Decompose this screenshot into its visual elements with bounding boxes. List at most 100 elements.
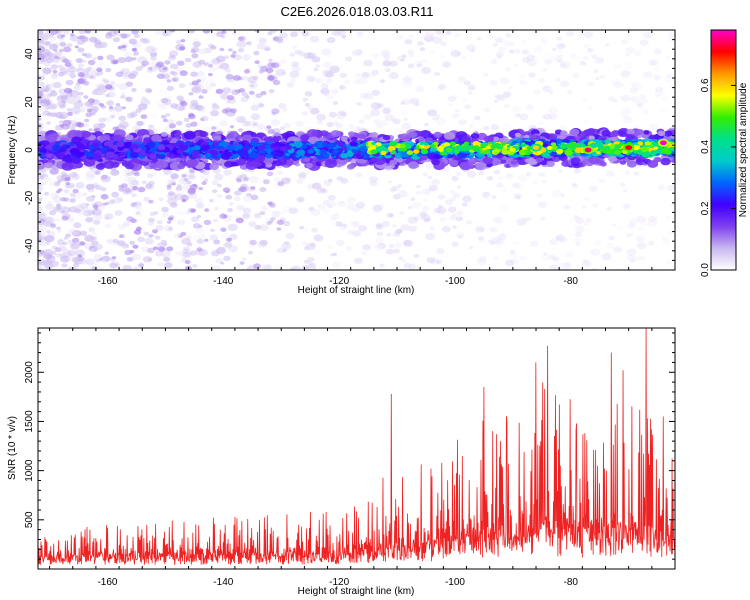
spectrogram-cell (125, 96, 133, 102)
spectrogram-cell (346, 196, 357, 204)
spectrogram-cell (626, 248, 637, 256)
spectrogram-cell (60, 206, 71, 214)
spectrogram-cell (587, 106, 593, 111)
spectrogram-cell (633, 171, 640, 176)
spectrogram-cell (57, 188, 63, 192)
spectrogram-cell (155, 224, 164, 231)
spectrogram-cell (625, 53, 631, 57)
spectrogram-cell (90, 248, 96, 252)
spectrogram-cell (164, 30, 173, 37)
spectrogram-cell (198, 187, 203, 191)
spectrogram-cell (399, 109, 409, 116)
spectrogram-cell (653, 48, 662, 55)
spectrogram-cell (388, 60, 398, 67)
spectrogram-cell (453, 32, 461, 38)
spectrogram-cell (67, 111, 73, 116)
spectrogram-cell (574, 231, 583, 238)
spectrogram-cell (316, 114, 326, 121)
spectrogram-cell (112, 256, 117, 260)
spectrogram-cell (39, 218, 46, 223)
spectrogram-cell (49, 103, 58, 110)
spectrogram-cell (141, 180, 147, 185)
spectrogram-cell (79, 35, 86, 39)
spectrogram-cell (389, 116, 397, 122)
spectrogram-cell (96, 83, 105, 90)
spectrogram-cell (496, 182, 504, 188)
spectrogram-cell (601, 129, 611, 137)
spectrogram-cell (526, 104, 534, 111)
spectrogram-cell (435, 30, 445, 35)
spectrogram-cell (153, 211, 159, 215)
spectrogram-cell (633, 49, 643, 57)
spectrogram-cell (299, 225, 305, 230)
spectrogram-cell (475, 226, 485, 233)
spectrogram-cell (225, 73, 234, 80)
spectrogram-cell (188, 174, 196, 180)
spectrogram-cell (191, 86, 202, 94)
spectrogram-cell (88, 59, 96, 66)
spectrogram-cell (106, 54, 115, 61)
spectrogram-cell (254, 212, 261, 218)
spectrogram-cell (95, 61, 107, 70)
spectrogram-cell (478, 133, 486, 139)
spectrogram-cell (149, 211, 156, 216)
spectrogram-cell (51, 89, 56, 94)
spectrogram-cell (166, 184, 172, 188)
spectrogram-cell (357, 77, 368, 85)
spectrogram-cell (379, 267, 386, 270)
spectrogram-cell (667, 36, 675, 42)
spectrogram-cell (38, 234, 43, 239)
spectrogram-cell (52, 72, 58, 77)
spectrogram-cell (259, 187, 267, 192)
spectrogram-cell (38, 240, 44, 244)
spectrogram-cell (498, 176, 504, 180)
spectrogram-cell (216, 194, 223, 198)
spectrogram-cell (513, 193, 523, 200)
spectrogram-cell (191, 46, 200, 53)
spectrogram-cell (57, 229, 62, 233)
spectrogram-cell (52, 81, 62, 89)
spectrogram-cell (208, 72, 213, 77)
spectrogram-cell (667, 230, 673, 235)
spectrogram-cell (385, 248, 394, 255)
spectrogram-cell (92, 57, 97, 61)
spectrogram-cell (532, 180, 539, 185)
spectrogram-cell (418, 136, 424, 141)
spectrogram-cell (63, 258, 69, 263)
spectrogram-cell (490, 124, 500, 131)
spectrogram-cell (145, 183, 153, 189)
spectrogram-cell (357, 102, 362, 106)
spectrogram-cell (211, 126, 217, 130)
spectrogram-cell (500, 204, 509, 211)
spectrogram-cell (172, 78, 178, 82)
spectrogram-cell (235, 158, 246, 166)
spectrogram-cell (170, 63, 179, 70)
spectrogram-cell (38, 77, 43, 85)
spectrogram-cell (121, 92, 126, 96)
spectrogram-cell (384, 114, 395, 122)
spectrogram-cell (583, 31, 594, 39)
spectrogram-cell (462, 195, 472, 203)
spectrogram-cell (70, 171, 78, 178)
spectrogram-cell (243, 177, 249, 182)
spectrogram-cell (82, 71, 92, 78)
spectrogram-cell (450, 190, 456, 195)
spectrogram-cell (169, 125, 174, 129)
spectrogram-cell (50, 192, 60, 199)
spectrogram-cell (666, 55, 672, 60)
spectrogram-cell (198, 59, 206, 65)
spectrogram-cell (110, 169, 120, 176)
spectrogram-cell (63, 87, 73, 94)
spectrogram-cell (113, 30, 118, 34)
spectrogram-cell (329, 65, 340, 74)
spectrogram-cell (210, 110, 220, 117)
spectrogram-cell (197, 84, 202, 88)
spectrogram-cell (435, 258, 444, 264)
spectrogram-cell (60, 171, 67, 176)
spectrogram-cell (326, 36, 336, 44)
spectrogram-cell (380, 79, 385, 83)
spectrogram-cell (77, 72, 85, 78)
spectrogram-cell (606, 242, 615, 249)
spectrogram-cell (44, 99, 53, 106)
spectrogram-cell (276, 227, 282, 231)
